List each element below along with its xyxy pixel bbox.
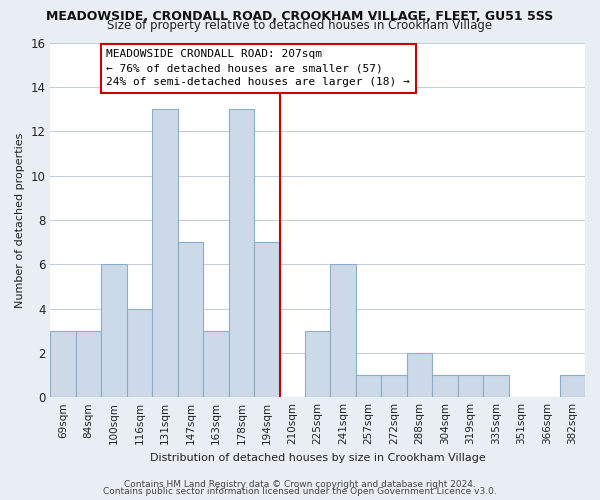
Bar bbox=[127, 308, 152, 397]
Bar bbox=[50, 330, 76, 397]
Bar bbox=[254, 242, 280, 397]
Bar bbox=[305, 330, 331, 397]
Text: MEADOWSIDE CRONDALL ROAD: 207sqm
← 76% of detached houses are smaller (57)
24% o: MEADOWSIDE CRONDALL ROAD: 207sqm ← 76% o… bbox=[106, 49, 410, 87]
Bar bbox=[203, 330, 229, 397]
X-axis label: Distribution of detached houses by size in Crookham Village: Distribution of detached houses by size … bbox=[150, 452, 485, 462]
Text: Size of property relative to detached houses in Crookham Village: Size of property relative to detached ho… bbox=[107, 19, 493, 32]
Bar bbox=[458, 375, 483, 397]
Text: Contains public sector information licensed under the Open Government Licence v3: Contains public sector information licen… bbox=[103, 487, 497, 496]
Bar bbox=[382, 375, 407, 397]
Bar bbox=[229, 109, 254, 397]
Text: MEADOWSIDE, CRONDALL ROAD, CROOKHAM VILLAGE, FLEET, GU51 5SS: MEADOWSIDE, CRONDALL ROAD, CROOKHAM VILL… bbox=[46, 10, 554, 23]
Y-axis label: Number of detached properties: Number of detached properties bbox=[15, 132, 25, 308]
Bar bbox=[178, 242, 203, 397]
Bar bbox=[152, 109, 178, 397]
Bar bbox=[483, 375, 509, 397]
Bar bbox=[356, 375, 382, 397]
Text: Contains HM Land Registry data © Crown copyright and database right 2024.: Contains HM Land Registry data © Crown c… bbox=[124, 480, 476, 489]
Bar bbox=[407, 353, 432, 397]
Bar bbox=[560, 375, 585, 397]
Bar bbox=[432, 375, 458, 397]
Bar bbox=[101, 264, 127, 397]
Bar bbox=[76, 330, 101, 397]
Bar bbox=[331, 264, 356, 397]
